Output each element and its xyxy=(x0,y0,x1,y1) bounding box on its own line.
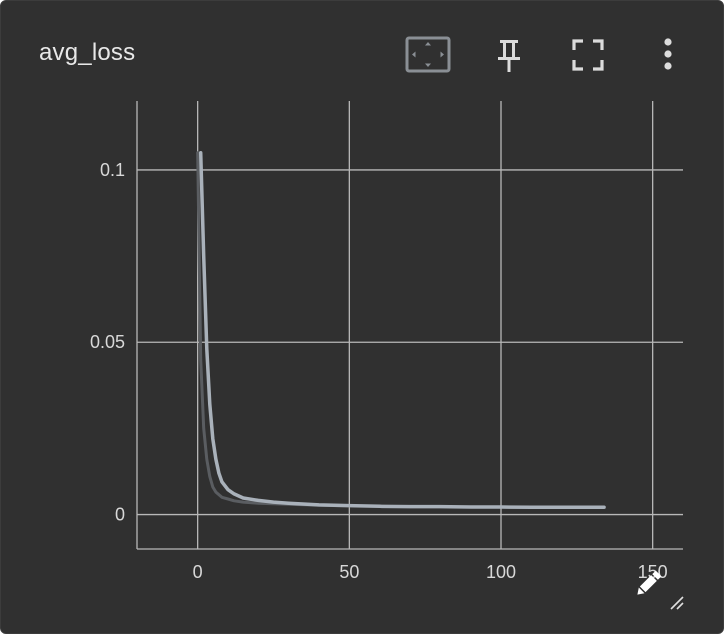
pin-icon xyxy=(498,40,520,72)
x-tick-label: 100 xyxy=(486,562,516,582)
series-line-raw xyxy=(196,151,351,508)
y-tick-label: 0.05 xyxy=(90,332,125,352)
pin-button[interactable] xyxy=(485,31,533,79)
x-tick-label: 0 xyxy=(193,562,203,582)
chart-grid xyxy=(137,101,683,549)
card-title: avg_loss xyxy=(39,39,136,66)
series-line-smoothed xyxy=(198,150,606,510)
resize-grip-icon xyxy=(670,596,684,610)
fullscreen-icon xyxy=(572,39,604,71)
x-tick-label: 50 xyxy=(339,562,359,582)
fit-domain-button[interactable] xyxy=(404,31,452,79)
pencil-icon xyxy=(637,570,662,595)
more-vert-icon xyxy=(664,38,672,70)
resize-handle[interactable] xyxy=(667,593,687,613)
chart-series xyxy=(196,150,606,510)
y-tick-label: 0 xyxy=(115,505,125,525)
fit-domain-icon xyxy=(405,36,451,73)
y-tick-label: 0.1 xyxy=(100,160,125,180)
fullscreen-button[interactable] xyxy=(564,31,612,79)
more-options-button[interactable] xyxy=(644,31,692,79)
chart-axes xyxy=(136,101,683,550)
edit-button[interactable] xyxy=(631,567,665,601)
